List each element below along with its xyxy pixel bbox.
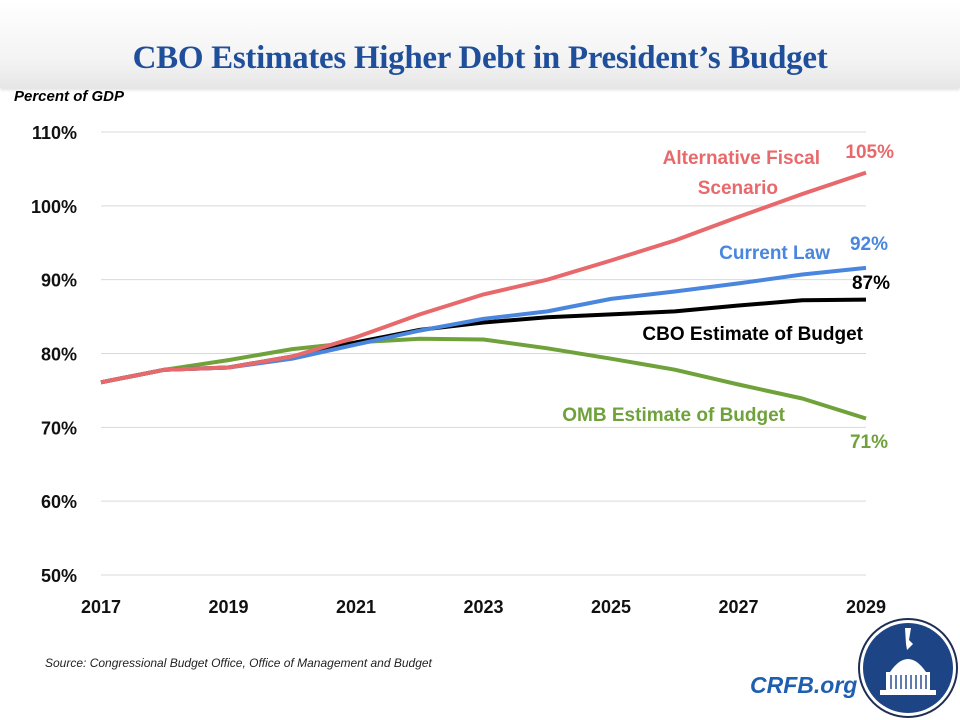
y-tick-label-90: 90% — [41, 271, 77, 291]
series-line-omb-estimate — [100, 336, 867, 421]
label-cbo-estimate: CBO Estimate of Budget — [642, 324, 863, 345]
label-alternative-fiscal-line2: Scenario — [698, 178, 778, 199]
x-tick-label-2027: 2027 — [718, 597, 758, 617]
source-note: Source: Congressional Budget Office, Off… — [45, 656, 432, 670]
end-label-current-law: 92% — [850, 234, 888, 255]
y-tick-label-60: 60% — [41, 492, 77, 512]
label-omb-estimate: OMB Estimate of Budget — [562, 405, 785, 426]
y-tick-label-110: 110% — [32, 123, 77, 143]
x-tick-label-2029: 2029 — [846, 597, 886, 617]
series-lines — [100, 170, 867, 421]
x-tick-label-2017: 2017 — [81, 597, 121, 617]
y-tick-label-70: 70% — [41, 418, 77, 438]
x-axis-ticks: 2017 2019 2021 2023 2025 2027 2029 — [81, 597, 886, 617]
gridlines — [101, 131, 866, 576]
series-line-alternative-fiscal — [100, 170, 867, 385]
x-tick-label-2021: 2021 — [336, 597, 376, 617]
chart-title: CBO Estimates Higher Debt in President’s… — [132, 40, 828, 76]
y-tick-label-100: 100% — [31, 197, 77, 217]
label-alternative-fiscal-line1: Alternative Fiscal — [663, 148, 820, 169]
x-tick-label-2019: 2019 — [208, 597, 248, 617]
y-axis-ticks: 50% 60% 70% 80% 90% 100% 110% — [31, 123, 77, 586]
brand-link[interactable]: CRFB.org — [750, 672, 858, 698]
capitol-dome-logo-icon — [858, 618, 958, 718]
label-current-law: Current Law — [719, 243, 830, 264]
end-label-alternative-fiscal: 105% — [845, 142, 894, 163]
end-label-cbo-estimate: 87% — [852, 273, 890, 294]
header-band — [0, 0, 960, 88]
series-labels: Alternative Fiscal Scenario 105% Current… — [562, 142, 894, 453]
x-tick-label-2025: 2025 — [591, 597, 631, 617]
x-tick-label-2023: 2023 — [463, 597, 503, 617]
y-tick-label-50: 50% — [41, 566, 77, 586]
y-axis-label: Percent of GDP — [14, 88, 125, 105]
end-label-omb-estimate: 71% — [850, 432, 888, 453]
y-tick-label-80: 80% — [41, 345, 77, 365]
